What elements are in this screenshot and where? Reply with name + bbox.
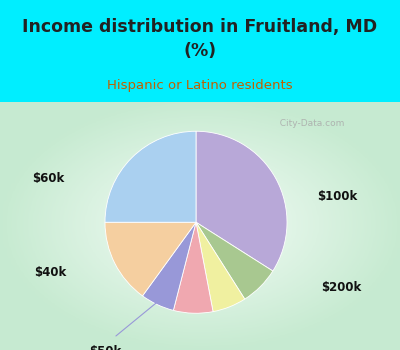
Text: City-Data.com: City-Data.com: [274, 119, 344, 128]
Text: $60k: $60k: [32, 172, 65, 185]
Wedge shape: [142, 222, 196, 310]
Wedge shape: [105, 131, 196, 222]
Text: $50k: $50k: [89, 345, 121, 350]
Wedge shape: [105, 222, 196, 296]
Text: Hispanic or Latino residents: Hispanic or Latino residents: [107, 79, 293, 92]
Text: $100k: $100k: [317, 190, 357, 203]
Wedge shape: [196, 222, 273, 299]
Wedge shape: [173, 222, 213, 313]
Wedge shape: [196, 222, 245, 312]
Text: Income distribution in Fruitland, MD
(%): Income distribution in Fruitland, MD (%): [22, 18, 378, 60]
Text: $40k: $40k: [34, 266, 66, 279]
Text: $200k: $200k: [322, 281, 362, 294]
Wedge shape: [196, 131, 287, 271]
